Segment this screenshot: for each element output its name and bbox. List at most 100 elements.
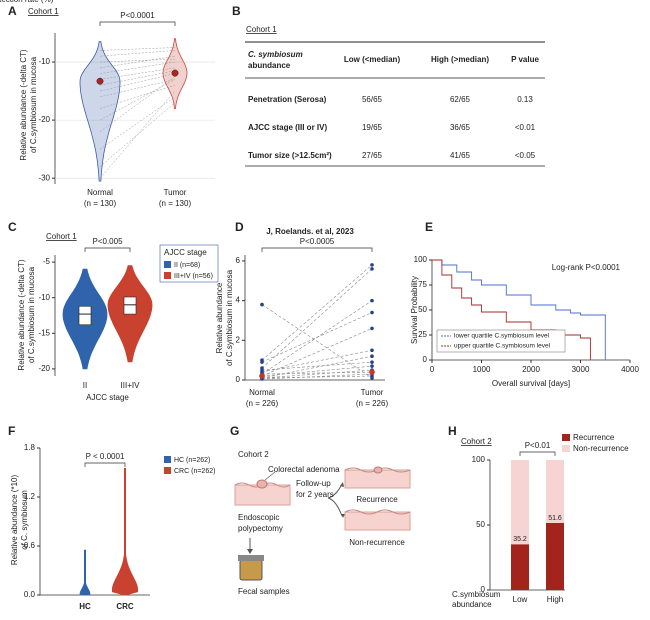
tissue <box>344 511 411 531</box>
legend-box <box>436 329 566 353</box>
point <box>370 326 374 331</box>
y-tick-label: 0 <box>481 585 486 594</box>
table-header: High (>median) <box>431 55 489 64</box>
adenoma <box>373 466 383 474</box>
annotation: Log-rank P<0.0001 <box>552 263 621 272</box>
y-tick-label: 25 <box>418 330 427 339</box>
p-value: P<0.0001 <box>120 11 155 20</box>
legend-swatch <box>164 456 171 463</box>
panel-letter: G <box>230 424 239 438</box>
diagram-art <box>234 466 411 581</box>
paired-line <box>99 47 176 51</box>
iqr-box <box>123 296 137 315</box>
p-value: P < 0.0001 <box>86 452 125 461</box>
violin <box>111 468 139 596</box>
chart-title: J, Roelands. et al, 2023 <box>266 227 354 236</box>
diagram-text: for 2 years <box>296 490 334 499</box>
panel-letter: C <box>8 220 17 234</box>
table-cell: <0.01 <box>515 123 536 132</box>
x-tick-label: Tumor <box>361 388 384 397</box>
paired-line <box>261 361 373 371</box>
paired-line <box>99 79 176 121</box>
paired-line <box>99 58 176 63</box>
legend-label: HC (n=262) <box>174 457 210 464</box>
paired-line <box>261 371 373 375</box>
y-axis-label: of C.symbiosum in mucosa <box>225 269 234 366</box>
paired-line <box>99 70 176 86</box>
x-tick-label: 1000 <box>473 365 491 374</box>
x-tick-label: High <box>547 595 563 604</box>
legend-swatch <box>164 272 171 279</box>
table-cell: Tumor size (>12.5cm²) <box>248 151 332 160</box>
paired-line <box>99 55 176 69</box>
panel-letter: B <box>232 4 241 18</box>
y-axis-label: Recurrence detection rate (%) <box>0 0 54 4</box>
significance-bracket <box>261 247 373 252</box>
y-tick-label: 50 <box>476 520 485 529</box>
legend-label: II (n=68) <box>174 262 200 269</box>
y-axis-label: of C. symbiosum <box>20 490 29 550</box>
diagram-text: Fecal samples <box>238 587 290 596</box>
point <box>370 374 374 378</box>
point <box>370 298 374 303</box>
x-axis-label: Overall survival [days] <box>492 379 570 388</box>
diagram-text: Non-recurrence <box>349 538 405 547</box>
x-tick-label: 0 <box>430 365 435 374</box>
survival-curve <box>432 259 606 360</box>
y-tick-label: 4 <box>236 296 241 305</box>
x-tick-label: II <box>83 381 87 390</box>
paired-line <box>99 79 176 98</box>
value-label: 51.6 <box>548 515 562 522</box>
table-cell: 27/65 <box>362 151 383 160</box>
paired-line <box>99 73 176 92</box>
y-tick-label: 50 <box>418 305 427 314</box>
legend-swatch <box>562 434 570 441</box>
diagram-text: Cohort 2 <box>238 450 269 459</box>
arrow-head <box>247 549 253 554</box>
y-tick-label: -10 <box>38 57 50 66</box>
legend-label: Recurrence <box>573 433 615 442</box>
diagram-text: Endoscopic <box>238 513 279 522</box>
mucosa <box>344 509 411 515</box>
legend-label: III+IV (n=56) <box>174 273 213 280</box>
y-tick-label: 1.2 <box>24 492 36 501</box>
x-axis-label: abundance <box>452 600 492 609</box>
bar-segment <box>546 460 564 523</box>
paired-line <box>261 373 373 380</box>
paired-line <box>99 76 176 132</box>
paired-line <box>261 312 373 363</box>
p-value: P<0.005 <box>92 237 123 246</box>
y-axis-label: Relative abundance (*10) <box>10 475 19 566</box>
cohort-label: Cohort 2 <box>461 437 492 446</box>
legend-swatch <box>164 467 171 474</box>
x-tick-label: CRC <box>116 602 134 611</box>
y-axis-label: Relative abundance <box>215 282 224 353</box>
legend-label: CRC (n=262) <box>174 468 215 475</box>
table-cell: <0.05 <box>515 151 536 160</box>
y-tick-label: 2 <box>236 335 241 344</box>
paired-line <box>261 369 373 379</box>
paired-line <box>261 355 373 379</box>
table-cell: AJCC stage (III or IV) <box>248 123 327 132</box>
y-tick-label: 75 <box>418 280 427 289</box>
arrow <box>327 497 343 517</box>
panel-letter: A <box>8 4 17 18</box>
y-tick-label: 6 <box>236 256 241 265</box>
mean-point <box>369 369 375 375</box>
mean-point <box>259 373 265 379</box>
panel-letter: H <box>448 424 457 438</box>
point <box>370 263 374 267</box>
table-cell: 62/65 <box>450 95 471 104</box>
y-tick-label: 0.6 <box>24 541 36 550</box>
p-value: P<0.01 <box>525 441 551 450</box>
x-tick-label: III+IV <box>121 381 141 390</box>
x-tick-note: (n = 226) <box>246 399 279 408</box>
iqr-box <box>78 305 92 326</box>
y-tick-label: 100 <box>472 455 486 464</box>
point <box>370 310 374 315</box>
point <box>370 348 374 353</box>
panel-letter: E <box>425 220 433 234</box>
paired-line <box>99 67 176 80</box>
y-tick-label: -15 <box>38 328 50 337</box>
diagram-text: Recurrence <box>356 495 398 504</box>
